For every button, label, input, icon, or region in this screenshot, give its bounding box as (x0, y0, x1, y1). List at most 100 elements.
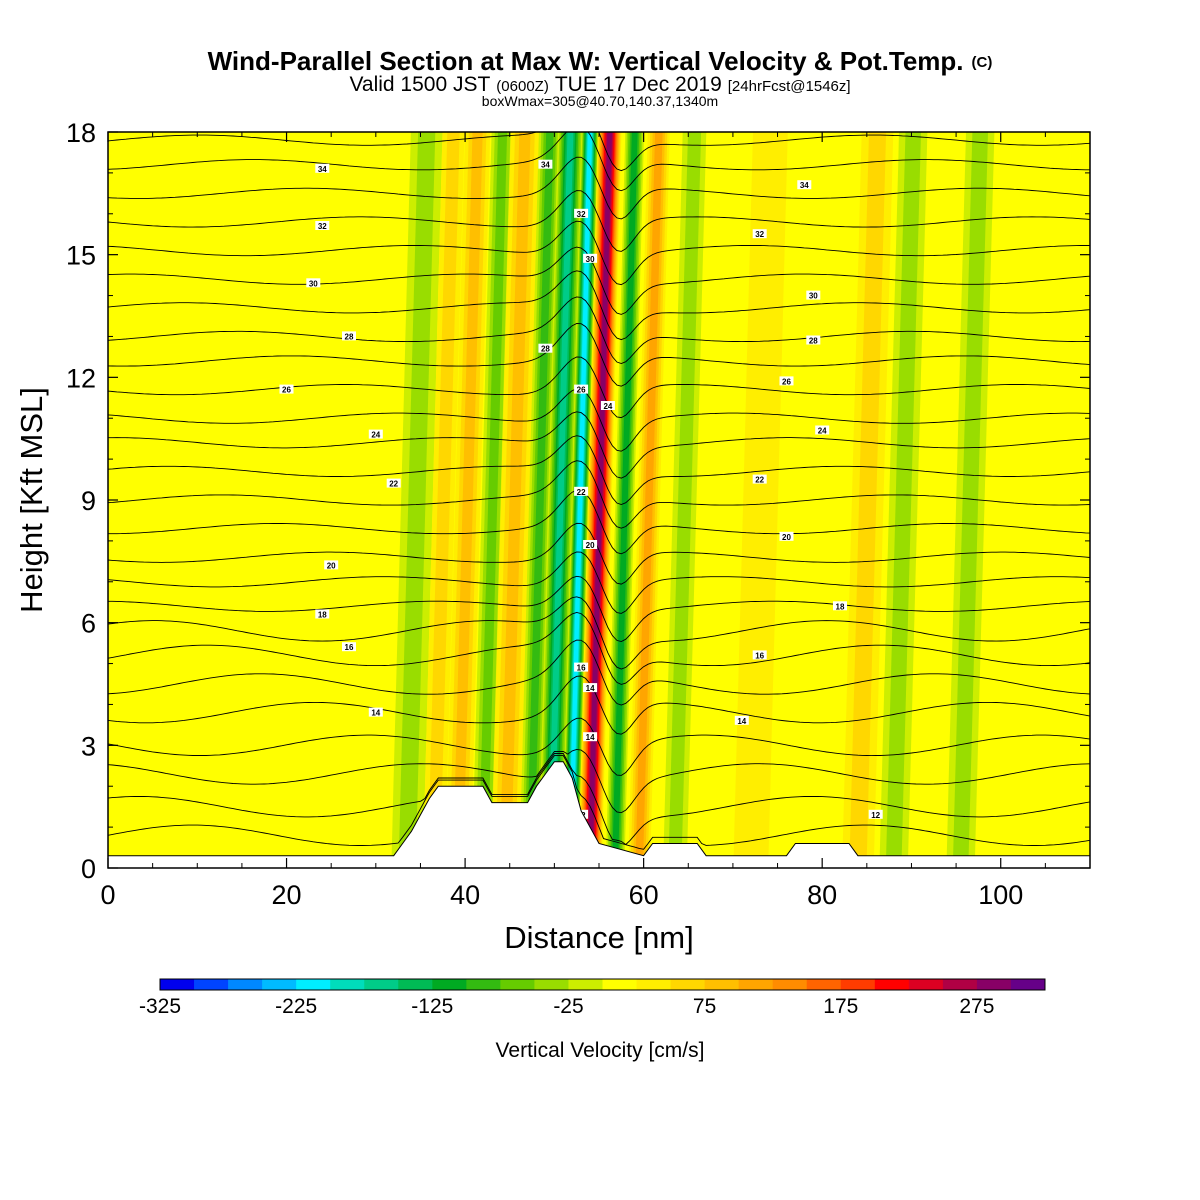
theta-label: 14 (586, 684, 595, 693)
theta-label-bg (752, 650, 767, 660)
theta-label-bg (306, 278, 321, 288)
colorbar-tick-label: 275 (959, 995, 994, 1018)
theta-label-bg (368, 429, 383, 439)
theta-contour-14 (108, 411, 1090, 479)
velocity-band-1-1 (427, 132, 460, 868)
theta-label: 34 (541, 161, 550, 170)
velocity-band-15-1 (952, 132, 988, 868)
theta-label: 34 (800, 181, 809, 190)
colorbar-swatch (772, 979, 808, 990)
colorbar-swatch (670, 979, 706, 990)
x-tick-label: 40 (450, 880, 480, 910)
theta-label-bg (315, 163, 330, 173)
theta-label-bg (324, 560, 339, 570)
velocity-band-12-0 (733, 132, 788, 868)
theta-label: 32 (318, 222, 327, 231)
velocity-band-11-1 (668, 132, 702, 868)
potential-temperature-labels: 34 34 34 32 32 32 30 30 30 28 28 28 26 26 26 24 24 24 22 22… (279, 159, 883, 820)
y-axis-label: Height [Kft MSL] (14, 387, 49, 613)
velocity-band-3-2 (478, 132, 508, 868)
theta-contour-22 (108, 190, 1090, 252)
theta-contour-2 (108, 748, 1090, 814)
colorbar-swatch (976, 979, 1012, 990)
velocity-band-5-3 (526, 132, 554, 868)
theta-label-bg (315, 221, 330, 230)
theta-contour-4 (108, 675, 1090, 735)
velocity-band-10-3 (635, 132, 663, 868)
colorbar-swatch (296, 979, 331, 990)
theta-label-bg (583, 732, 598, 742)
colorbar-swatch (194, 979, 229, 990)
colorbar-swatch (432, 979, 467, 990)
colorbar-swatch (908, 979, 944, 990)
theta-label: 16 (755, 651, 764, 660)
x-axis-label: Distance [nm] (504, 920, 694, 955)
theta-label-bg (342, 331, 356, 341)
x-tick-label: 0 (100, 880, 115, 910)
chart-title: Wind-Parallel Section at Max W: Vertical… (208, 46, 993, 76)
theta-contour-18 (108, 296, 1090, 364)
theta-contour-0 (108, 755, 1090, 850)
colorbar-swatch (534, 979, 569, 990)
colorbar-swatch (330, 979, 365, 990)
theta-label: 26 (577, 386, 586, 395)
theta-label-bg (752, 474, 767, 484)
theta-label-bg (368, 707, 383, 717)
theta-label-bg (279, 384, 294, 394)
colorbar-swatch (398, 979, 433, 990)
theta-contour-12 (108, 460, 1090, 529)
theta-label-bg (797, 180, 812, 190)
plot-area: 34 34 34 32 32 32 30 30 30 28 28 28 26 26 26 24 24 24 22 22… (108, 132, 1090, 868)
theta-label: 30 (586, 255, 595, 264)
theta-label-bg (779, 376, 794, 386)
theta-label-bg (574, 662, 589, 672)
theta-label-bg (386, 478, 401, 488)
y-tick-label: 0 (81, 854, 96, 884)
colorbar-swatch (364, 979, 399, 990)
theta-contour-1 (108, 753, 1090, 846)
theta-label: 14 (586, 733, 595, 742)
theta-label: 26 (782, 377, 791, 386)
colorbar-swatch (874, 979, 910, 990)
theta-label: 24 (371, 431, 380, 440)
theta-label-bg (583, 683, 598, 693)
theta-label-bg (815, 425, 830, 435)
theta-label: 28 (541, 345, 550, 354)
y-tick-label: 12 (66, 363, 96, 393)
theta-label-bg (806, 290, 821, 300)
velocity-band-4-2 (499, 132, 531, 868)
theta-label-bg (833, 601, 847, 611)
theta-contour-11 (108, 489, 1090, 555)
colorbar-swatch (704, 979, 740, 990)
theta-label-bg (538, 343, 553, 353)
velocity-band-14-1 (885, 132, 921, 868)
velocity-band-6-6 (547, 132, 574, 868)
y-axis: 0 3 6 9 12 15 18 (66, 118, 1090, 884)
theta-label-bg (574, 486, 589, 496)
theta-label-bg (574, 208, 589, 218)
theta-contour-21 (108, 220, 1090, 286)
theta-contour-16 (108, 356, 1090, 419)
colorbar-tick-label: 75 (693, 995, 716, 1018)
theta-label-bg (315, 609, 330, 619)
colorbar-tick-labels: -325 -225 -125 -25 75 175 275 (139, 995, 994, 1018)
colorbar-swatch (636, 979, 672, 990)
theta-label-bg (600, 401, 615, 410)
colorbar-swatch (160, 979, 195, 990)
theta-label-bg (538, 159, 553, 169)
theta-label: 14 (371, 709, 380, 718)
theta-contour-9 (108, 551, 1090, 614)
theta-contour-10 (108, 522, 1090, 585)
theta-label: 14 (737, 717, 746, 726)
theta-contour-17 (108, 323, 1090, 387)
theta-label: 22 (755, 476, 764, 485)
vertical-velocity-field (391, 132, 995, 868)
colorbar-swatch (840, 979, 876, 990)
theta-label: 20 (327, 561, 336, 570)
colorbar-swatch (738, 979, 774, 990)
theta-label: 12 (871, 811, 880, 820)
theta-contour-7 (108, 596, 1090, 670)
theta-label: 34 (318, 165, 327, 174)
x-axis: 0 20 40 60 80 100 (100, 132, 1046, 910)
theta-label-bg (583, 253, 598, 263)
